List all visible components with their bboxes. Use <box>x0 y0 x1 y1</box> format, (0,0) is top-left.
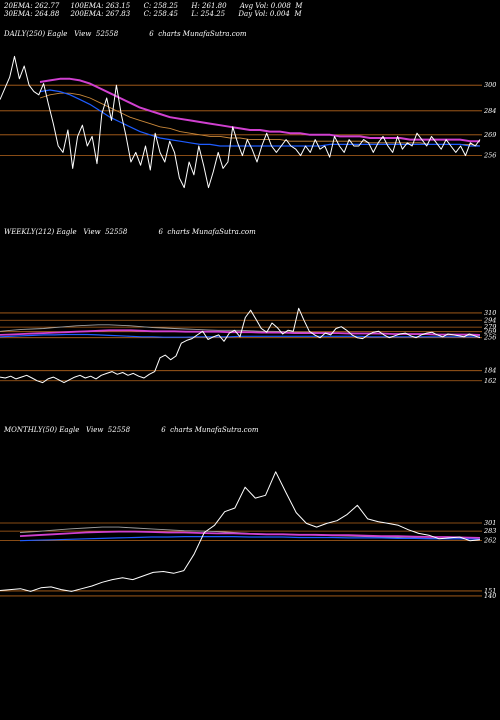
level-label: 301 <box>484 519 496 527</box>
level-label: 283 <box>483 527 496 535</box>
level-label: 140 <box>484 592 496 600</box>
level-label: 269 <box>483 131 496 139</box>
header-line-1: 20EMA: 262.77 100EMA: 263.15 C: 258.25 H… <box>4 2 303 10</box>
weekly-panel-title: WEEKLY(212) Eagle View 52558 6 charts Mu… <box>4 228 256 236</box>
header-line-2: 30EMA: 264.88 200EMA: 267.83 C: 258.45 L… <box>4 10 302 18</box>
level-label: 151 <box>484 587 496 595</box>
level-label: 256 <box>483 334 496 342</box>
level-label: 279 <box>483 323 496 331</box>
level-label: 310 <box>484 309 496 317</box>
daily-chart: 300 284 269 256 <box>0 55 496 189</box>
level-label: 184 <box>484 367 496 375</box>
monthly-panel-title: MONTHLY(50) Eagle View 52558 6 charts Mu… <box>4 426 259 434</box>
level-label: 256 <box>483 152 496 160</box>
ema-line-magenta <box>19 530 481 539</box>
price-line <box>0 471 481 592</box>
level-label: 269 <box>483 328 496 336</box>
level-label: 162 <box>484 377 496 385</box>
ema-line-magenta <box>39 77 480 143</box>
ema-line-blue <box>39 89 480 147</box>
daily-panel-title: DAILY(250) Eagle View 52558 6 charts Mun… <box>4 30 247 38</box>
price-line <box>0 307 481 384</box>
ema-line-blue <box>19 535 481 542</box>
level-label: 300 <box>484 81 496 89</box>
price-line <box>0 55 481 189</box>
level-label: 284 <box>483 107 496 115</box>
level-label: 294 <box>483 316 496 324</box>
level-label: 262 <box>483 537 496 545</box>
